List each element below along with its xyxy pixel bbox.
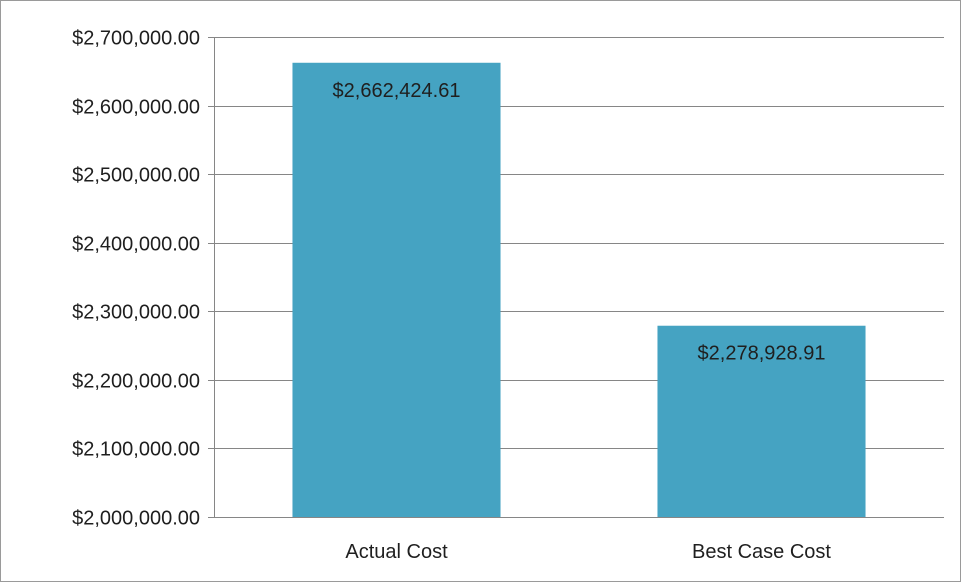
y-tick-label: $2,200,000.00 <box>72 371 200 393</box>
bar-data-label: $2,278,928.91 <box>698 343 826 365</box>
y-tick-label: $2,600,000.00 <box>72 97 200 119</box>
bar-data-label: $2,662,424.61 <box>333 80 461 102</box>
x-category-label: Best Case Cost <box>692 541 831 563</box>
axes <box>208 37 944 518</box>
labels: $2,000,000.00 $2,100,000.00 $2,200,000.00 $… <box>72 28 831 564</box>
y-tick-label: $2,300,000.00 <box>72 302 200 324</box>
bar <box>657 325 866 517</box>
y-tick-label: $2,400,000.00 <box>72 234 200 256</box>
bars <box>292 62 866 517</box>
x-category-label: Actual Cost <box>345 541 448 563</box>
y-tick-label: $2,100,000.00 <box>72 439 200 461</box>
y-tick-label: $2,500,000.00 <box>72 165 200 187</box>
y-tick-label: $2,000,000.00 <box>72 508 200 530</box>
bar <box>292 62 501 517</box>
y-tick-label: $2,700,000.00 <box>72 28 200 50</box>
